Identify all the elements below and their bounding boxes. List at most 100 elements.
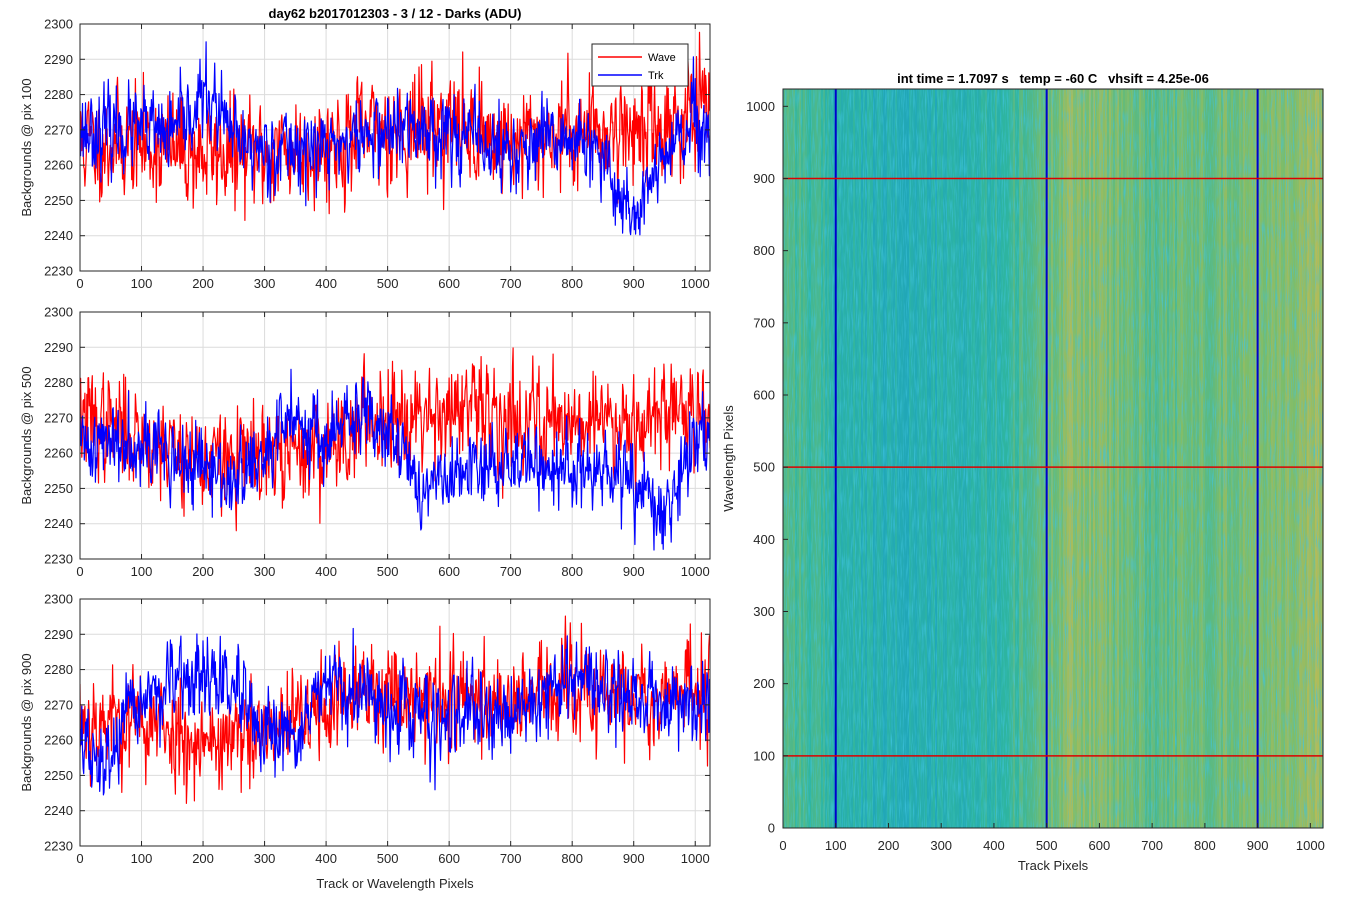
- x-tick-label: 100: [131, 564, 153, 579]
- series-lines: [80, 31, 710, 236]
- y-tick-label: 2230: [44, 839, 73, 854]
- y-tick-label: 2270: [44, 697, 73, 712]
- plot-frame: [79, 311, 711, 560]
- x-tick-label: 800: [561, 276, 583, 291]
- y-tick-label: 300: [753, 604, 775, 619]
- x-tick-label: 400: [315, 276, 337, 291]
- y-tick-label: 100: [753, 748, 775, 763]
- x-tick-label: 100: [131, 851, 153, 866]
- x-ticks: 0 100 200 300 400 500 600 700 800 900 1000: [779, 823, 1325, 853]
- x-tick-label: 300: [254, 276, 276, 291]
- y-tick-label: 2250: [44, 768, 73, 783]
- y-ticks: 0 100 200 300 400 500 600 700 800 900 1000: [746, 99, 788, 836]
- x-tick-label: 800: [561, 564, 583, 579]
- heatmap-texture: [783, 89, 1323, 828]
- y-tick-label: 2280: [44, 662, 73, 677]
- y-tick-label: 500: [753, 460, 775, 475]
- y-tick-label: 2250: [44, 193, 73, 208]
- x-tick-label: 600: [438, 564, 460, 579]
- y-tick-label: 900: [753, 171, 775, 186]
- y-tick-label: 2280: [44, 375, 73, 390]
- x-tick-label: 400: [983, 838, 1005, 853]
- y-tick-label: 2290: [44, 627, 73, 642]
- x-tick-label: 0: [76, 564, 83, 579]
- y-tick-label: 2260: [44, 158, 73, 173]
- heatmap-panel: 0 100 200 300 400 500 600 700 800 900 1000 0 100 200…: [721, 71, 1325, 873]
- series-lines: [80, 615, 710, 804]
- x-tick-label: 1000: [681, 564, 710, 579]
- plot-frame: [79, 23, 711, 272]
- heatmap-frame: [782, 88, 1324, 829]
- x-tick-label: 700: [1141, 838, 1163, 853]
- y-ticks: 2230 2240 2250 2260 2270 2280 2290 2300: [44, 592, 710, 854]
- x-tick-label: 200: [192, 276, 214, 291]
- y-tick-label: 0: [768, 821, 775, 836]
- y-tick-label: 2300: [44, 592, 73, 607]
- x-ticks: 0 100 200 300 400 500 600 700 800 900 1000: [76, 24, 710, 291]
- x-tick-label: 300: [930, 838, 952, 853]
- y-tick-label: 800: [753, 243, 775, 258]
- x-tick-label: 100: [131, 276, 153, 291]
- x-tick-label: 1000: [681, 851, 710, 866]
- x-tick-label: 300: [254, 851, 276, 866]
- y-axis-label: Backgrounds @ pix 500: [19, 366, 34, 504]
- y-tick-label: 2260: [44, 446, 73, 461]
- y-tick-label: 2280: [44, 87, 73, 102]
- x-ticks: 0 100 200 300 400 500 600 700 800 900 1000: [76, 599, 710, 866]
- x-tick-label: 300: [254, 564, 276, 579]
- y-ticks: 2230 2240 2250 2260 2270 2280 2290 2300: [44, 17, 710, 279]
- y-tick-label: 400: [753, 532, 775, 547]
- y-tick-label: 2250: [44, 481, 73, 496]
- x-tick-label: 0: [779, 838, 786, 853]
- plot-frame: [79, 598, 711, 847]
- y-tick-label: 2240: [44, 803, 73, 818]
- heatmap-vertical-lines: [834, 89, 1259, 828]
- x-tick-label: 700: [500, 851, 522, 866]
- y-tick-label: 2300: [44, 17, 73, 32]
- legend-label-wave: Wave: [648, 52, 676, 64]
- legend-label-trk: Trk: [648, 70, 664, 82]
- y-tick-label: 2230: [44, 552, 73, 567]
- y-tick-label: 2270: [44, 410, 73, 425]
- y-axis-label: Backgrounds @ pix 900: [19, 653, 34, 791]
- y-tick-label: 2290: [44, 340, 73, 355]
- x-tick-label: 900: [623, 851, 645, 866]
- x-tick-label: 700: [500, 276, 522, 291]
- x-tick-label: 200: [878, 838, 900, 853]
- x-tick-label: 400: [315, 851, 337, 866]
- x-tick-label: 800: [1194, 838, 1216, 853]
- legend: Wave Trk: [591, 43, 689, 87]
- heatmap-x-axis-label: Track Pixels: [1018, 858, 1089, 873]
- y-tick-label: 200: [753, 676, 775, 691]
- x-tick-label: 0: [76, 851, 83, 866]
- heatmap-horizontal-lines: [783, 177, 1323, 757]
- y-tick-label: 2240: [44, 516, 73, 531]
- x-tick-label: 200: [192, 851, 214, 866]
- y-tick-label: 2260: [44, 733, 73, 748]
- x-tick-label: 100: [825, 838, 847, 853]
- x-tick-label: 400: [315, 564, 337, 579]
- x-tick-label: 200: [192, 564, 214, 579]
- x-tick-label: 500: [377, 564, 399, 579]
- series-trk-line: [80, 41, 710, 236]
- series-lines: [80, 347, 710, 551]
- y-tick-label: 700: [753, 315, 775, 330]
- y-axis-label: Backgrounds @ pix 100: [19, 78, 34, 216]
- series-trk-line: [80, 368, 710, 551]
- x-tick-label: 500: [377, 276, 399, 291]
- series-wave-line: [80, 347, 710, 532]
- x-tick-label: 0: [76, 276, 83, 291]
- y-tick-label: 600: [753, 387, 775, 402]
- x-tick-label: 1000: [1296, 838, 1325, 853]
- y-tick-label: 2290: [44, 52, 73, 67]
- heatmap-title: int time = 1.7097 s temp = -60 C vhsift …: [897, 71, 1209, 86]
- x-tick-label: 800: [561, 851, 583, 866]
- legend-box: [591, 43, 689, 87]
- heatmap-y-axis-label: Wavelength Pixels: [721, 405, 736, 512]
- x-tick-label: 600: [438, 276, 460, 291]
- y-tick-label: 2270: [44, 122, 73, 137]
- y-tick-label: 2230: [44, 264, 73, 279]
- figure-title: day62 b2017012303 - 3 / 12 - Darks (ADU): [269, 6, 522, 21]
- y-ticks: 2230 2240 2250 2260 2270 2280 2290 2300: [44, 305, 710, 567]
